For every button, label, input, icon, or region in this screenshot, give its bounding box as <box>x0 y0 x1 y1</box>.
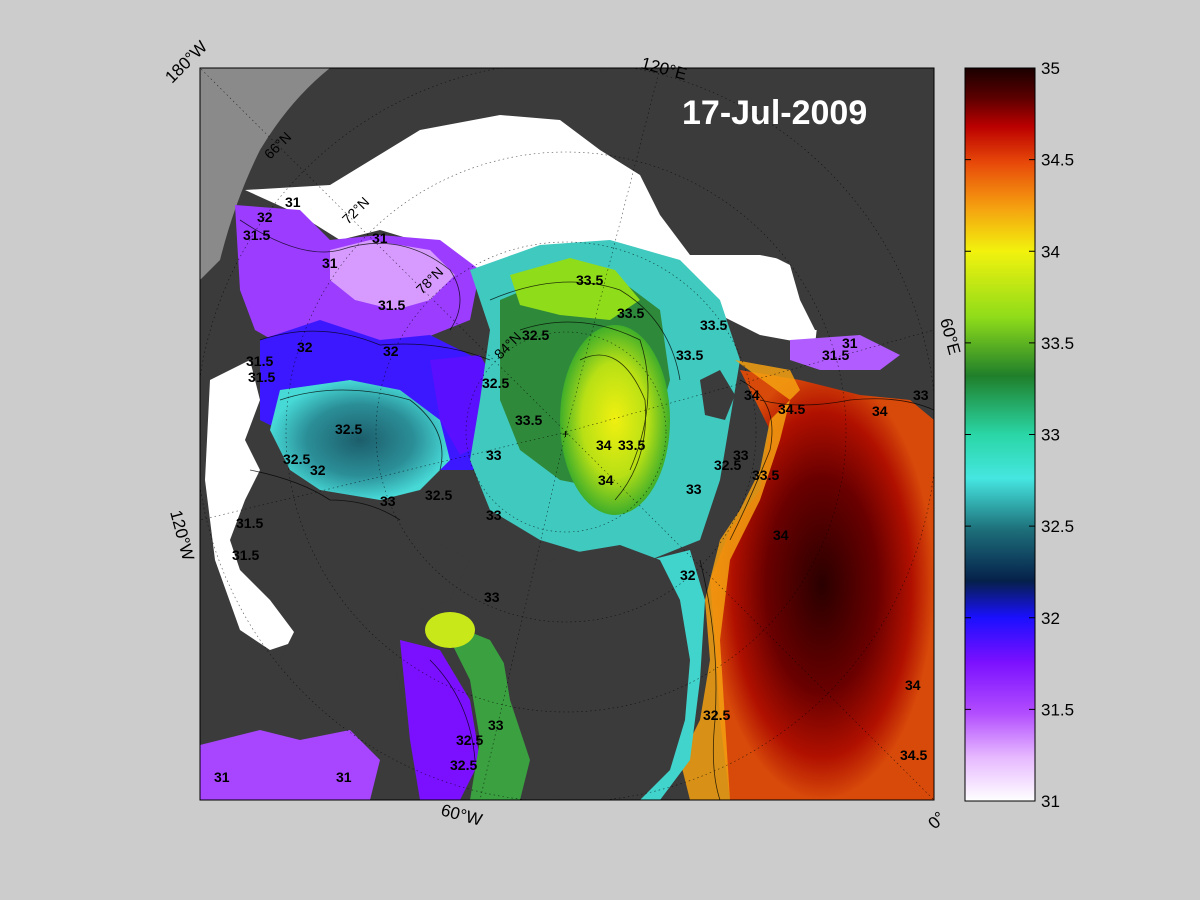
colorbar-tick-label: 34 <box>1041 242 1060 261</box>
map-frame <box>199 67 935 801</box>
contour-label: 32 <box>310 462 326 478</box>
kara-purple-water <box>790 335 900 370</box>
contour-label: 33 <box>486 507 502 523</box>
contour-label: 34.5 <box>778 401 805 417</box>
contour-label: 32.5 <box>283 451 310 467</box>
colorbar-tick-label: 35 <box>1041 59 1060 78</box>
contour-label: 33 <box>733 447 749 463</box>
contour-label: 31.5 <box>248 369 275 385</box>
corner-label-60e: 60°E <box>936 316 964 357</box>
contour-label: 33 <box>686 481 702 497</box>
contour-label: 33.5 <box>752 467 779 483</box>
outside-domain <box>200 68 330 280</box>
contour-label: 32 <box>383 343 399 359</box>
canada-basin-water <box>270 380 450 500</box>
contour-label: 31 <box>842 335 858 351</box>
contour-label: 31.5 <box>378 297 405 313</box>
contour-label: 32.5 <box>425 487 452 503</box>
contour-label: 34.5 <box>900 747 927 763</box>
contour-label: 33 <box>488 717 504 733</box>
date-title: 17-Jul-2009 <box>682 94 867 132</box>
colorbar-tick-label: 33.5 <box>1041 334 1074 353</box>
contour-lines <box>239 219 934 800</box>
contour-label: 31.5 <box>232 547 259 563</box>
contour-label: 33.5 <box>618 437 645 453</box>
contour-labels: 31 31 32 31.5 31 31.5 31.5 32 32 31.5 32… <box>214 194 929 785</box>
colorbar-tick-label: 33 <box>1041 426 1060 445</box>
colorbar-tick-label: 34.5 <box>1041 151 1074 170</box>
contour-label: 31 <box>214 769 230 785</box>
map-panel: 31 31 32 31.5 31 31.5 31.5 32 32 31.5 32… <box>200 68 934 800</box>
colorbar-gradient <box>964 67 1036 802</box>
contour-label: 31 <box>372 230 388 246</box>
colorbar-tick-label: 32 <box>1041 609 1060 628</box>
contour-label: 32 <box>680 567 696 583</box>
contour-label: 31.5 <box>243 227 270 243</box>
contour-label: 33 <box>913 387 929 403</box>
colorbar-tick-label: 32.5 <box>1041 517 1074 536</box>
contour-label: 31.5 <box>822 347 849 363</box>
corner-label-120w: 120°W <box>166 508 198 562</box>
contour-label: 34 <box>773 527 789 543</box>
high-salinity-core <box>560 325 670 515</box>
north-pole-marker: + <box>562 427 569 441</box>
contour-label: 34 <box>598 472 614 488</box>
colorbar-tick-label: 31 <box>1041 792 1060 811</box>
contour-label: 33 <box>486 447 502 463</box>
contour-label: 34 <box>872 403 888 419</box>
contour-label: 34 <box>744 387 760 403</box>
atlantic-front-orange <box>680 360 800 800</box>
contour-label: 33.5 <box>676 347 703 363</box>
contour-label: 32.5 <box>456 732 483 748</box>
contour-label: 33 <box>380 493 396 509</box>
baffin-water <box>400 640 480 800</box>
hudson-purple-water <box>200 730 380 800</box>
colorbar-ticks: 35 34.5 34 33.5 33 32.5 32 31.5 31 <box>965 59 1074 811</box>
contour-label: 32.5 <box>450 757 477 773</box>
contour-label: 33.5 <box>617 305 644 321</box>
contour-label: 33 <box>484 589 500 605</box>
colorbar-tick-label: 31.5 <box>1041 700 1074 719</box>
contour-label: 31.5 <box>246 353 273 369</box>
contour-label: 33.5 <box>576 272 603 288</box>
contour-label: 34 <box>905 677 921 693</box>
greenland-land <box>500 545 690 800</box>
contour-label: 31.5 <box>236 515 263 531</box>
contour-label: 34 <box>596 437 612 453</box>
siberia-land <box>600 68 934 345</box>
contour-label: 32.5 <box>703 707 730 723</box>
corner-label-60w: 60°W <box>439 801 484 830</box>
light-purple-water <box>330 240 455 310</box>
corner-label-0: 0° <box>924 808 949 833</box>
contour-label: 31 <box>285 194 301 210</box>
colorbar: 35 34.5 34 33.5 33 32.5 32 31.5 31 <box>964 59 1074 811</box>
contour-label: 31 <box>336 769 352 785</box>
contour-label: 32 <box>297 339 313 355</box>
laptev-green-water <box>510 258 640 320</box>
contour-label: 33.5 <box>700 317 727 333</box>
baffin-green-water <box>440 620 530 800</box>
svalbard-land <box>700 370 735 420</box>
contour-label: 32.5 <box>335 421 362 437</box>
contour-label: 33.5 <box>515 412 542 428</box>
contour-label: 32.5 <box>482 375 509 391</box>
canadian-archipelago-land <box>280 505 470 720</box>
contour-label: 31 <box>322 255 338 271</box>
sea-ice-top <box>245 115 820 345</box>
sea-ice-left <box>205 360 300 650</box>
contour-label: 32 <box>257 209 273 225</box>
graticule <box>200 68 934 800</box>
contour-label: 32.5 <box>522 327 549 343</box>
baffin-yellow-patch <box>425 612 475 648</box>
contour-label: 32.5 <box>714 457 741 473</box>
